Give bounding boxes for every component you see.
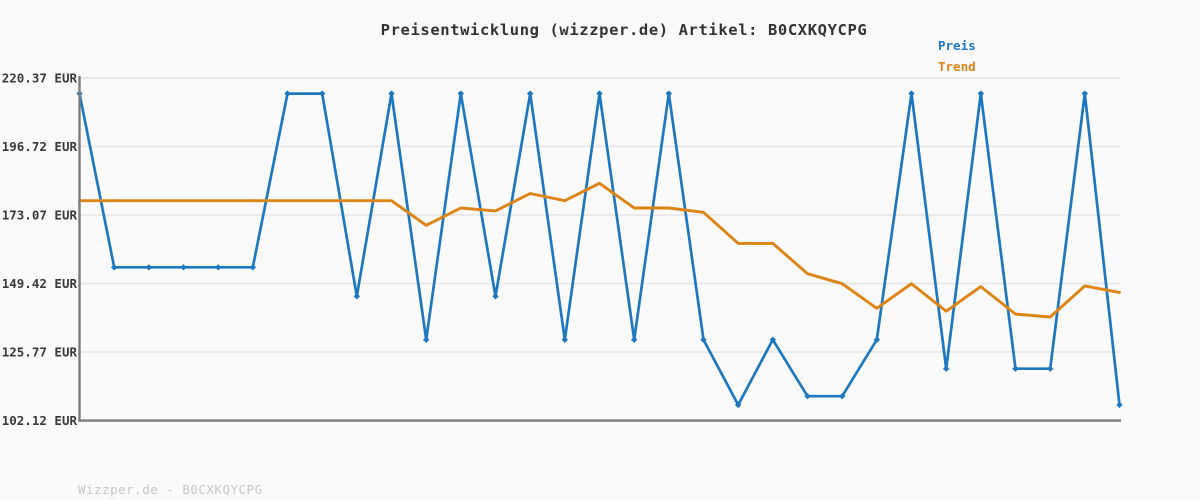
- series-line-trend: [78, 181, 1121, 319]
- data-point-marker: [180, 264, 187, 271]
- y-axis-tick-label: 125.77 EUR: [2, 345, 78, 360]
- data-point-marker: [1012, 365, 1019, 372]
- legend-item-preis: Preis: [938, 38, 976, 53]
- data-point-marker: [249, 264, 257, 271]
- data-point-marker: [873, 336, 881, 343]
- y-axis-tick-label: 102.12 EUR: [2, 413, 78, 428]
- data-point-marker: [734, 401, 742, 409]
- data-point-marker: [942, 365, 950, 372]
- data-point-marker: [804, 393, 811, 400]
- data-point-marker: [492, 293, 499, 300]
- data-point-marker: [769, 336, 777, 343]
- data-point-marker: [908, 90, 915, 97]
- data-point-marker: [284, 90, 291, 97]
- data-point-marker: [630, 336, 638, 343]
- data-point-marker: [110, 264, 118, 271]
- chart-legend: Preis Trend: [938, 39, 976, 74]
- data-point-marker: [353, 293, 361, 300]
- watermark-text: Wizzper.de - B0CXKQYCPG: [78, 482, 263, 497]
- data-point-marker: [596, 90, 603, 97]
- y-axis-tick-label: 149.42 EUR: [2, 276, 78, 291]
- data-point-marker: [388, 90, 395, 97]
- y-axis-tick-label: 173.07 EUR: [2, 208, 78, 223]
- data-point-marker: [977, 90, 985, 97]
- series-line-preis: [78, 92, 1121, 407]
- y-axis-tick-label: 220.37 EUR: [2, 71, 78, 86]
- data-point-marker: [145, 264, 153, 271]
- chart-title: Preisentwicklung (wizzper.de) Artikel: B…: [380, 21, 868, 39]
- data-point-marker: [457, 90, 465, 97]
- data-point-marker: [1081, 90, 1089, 97]
- data-point-marker: [1116, 401, 1123, 409]
- data-point-marker: [214, 264, 222, 271]
- data-point-marker: [665, 90, 673, 97]
- data-point-marker: [422, 336, 430, 343]
- series-markers-preis: [76, 90, 1123, 409]
- data-point-marker: [318, 90, 326, 97]
- data-point-marker: [526, 90, 534, 97]
- data-point-marker: [1046, 365, 1054, 372]
- data-point-marker: [700, 336, 707, 343]
- data-point-marker: [838, 393, 846, 400]
- legend-item-trend: Trend: [938, 59, 976, 74]
- data-point-marker: [561, 336, 569, 343]
- y-axis-tick-label: 196.72 EUR: [2, 139, 78, 154]
